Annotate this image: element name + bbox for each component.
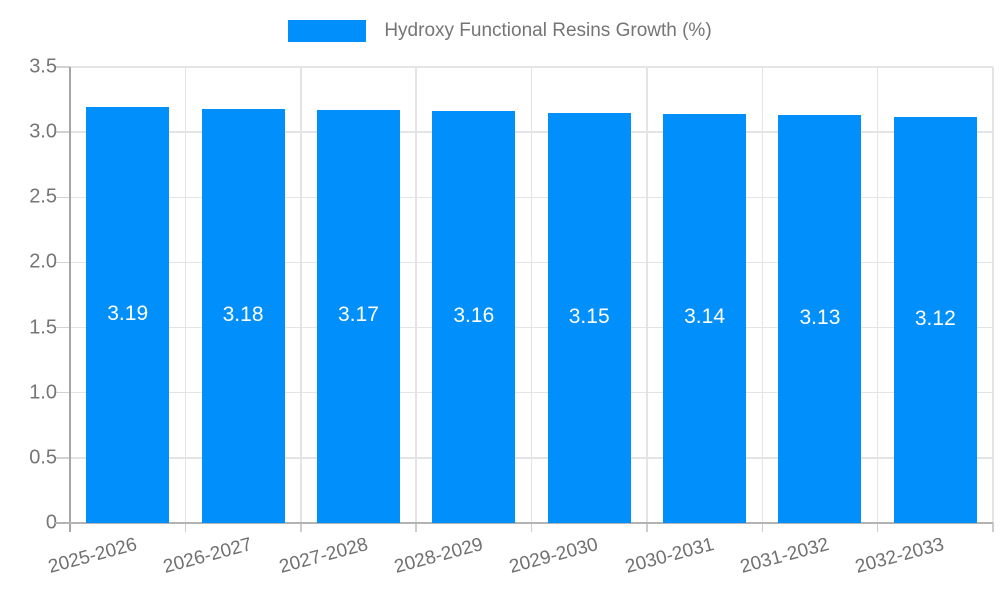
y-axis-tick-label: 0.5 bbox=[29, 446, 57, 469]
x-axis-tick-label: 2026-2027 bbox=[161, 534, 255, 578]
y-axis-tick-label: 3.0 bbox=[29, 120, 57, 143]
y-axis-tick bbox=[55, 196, 70, 199]
x-axis-tick bbox=[761, 523, 763, 532]
bar[interactable] bbox=[663, 113, 747, 523]
bar[interactable] bbox=[778, 115, 862, 523]
y-axis-tick bbox=[55, 261, 70, 264]
x-axis-tick bbox=[415, 523, 417, 532]
y-axis-tick bbox=[55, 131, 70, 133]
x-gridline bbox=[876, 67, 879, 523]
x-gridline bbox=[992, 67, 994, 523]
bar[interactable] bbox=[893, 116, 977, 523]
x-axis-tick bbox=[876, 523, 879, 532]
legend-swatch bbox=[288, 20, 367, 42]
y-axis-tick bbox=[55, 391, 70, 394]
x-axis-line bbox=[55, 522, 993, 524]
x-axis-tick-label: 2030-2031 bbox=[622, 534, 716, 578]
y-axis-tick-label: 2.0 bbox=[29, 250, 57, 273]
x-axis-tick-label: 2031-2032 bbox=[738, 534, 832, 578]
x-axis-tick bbox=[992, 523, 994, 532]
bar[interactable] bbox=[432, 111, 516, 523]
y-axis-tick bbox=[55, 457, 70, 459]
bar[interactable] bbox=[86, 107, 170, 523]
y-axis-tick-label: 3.5 bbox=[29, 55, 57, 78]
x-gridline bbox=[184, 67, 187, 523]
y-axis-tick-label: 2.5 bbox=[29, 185, 57, 208]
x-axis-tick-label: 2025-2026 bbox=[45, 534, 140, 578]
x-axis-tick bbox=[300, 523, 302, 532]
bar[interactable] bbox=[316, 109, 400, 523]
bar[interactable] bbox=[547, 112, 631, 523]
x-axis-tick-label: 2032-2033 bbox=[853, 534, 947, 578]
legend-item[interactable]: Hydroxy Functional Resins Growth (%) bbox=[0, 20, 1000, 42]
x-axis-tick-label: 2028-2029 bbox=[392, 534, 486, 578]
x-gridline bbox=[415, 67, 417, 523]
y-axis-line bbox=[69, 67, 71, 523]
bar[interactable] bbox=[201, 108, 285, 523]
y-axis-tick-label: 1.0 bbox=[29, 381, 57, 404]
x-gridline bbox=[530, 67, 533, 523]
x-axis-tick bbox=[646, 523, 648, 532]
y-axis-tick bbox=[55, 66, 70, 68]
x-gridline bbox=[761, 67, 763, 523]
x-axis-tick bbox=[69, 523, 71, 532]
y-axis-tick-label: 1.5 bbox=[29, 316, 57, 339]
y-axis-tick-label: 0 bbox=[45, 511, 57, 534]
x-axis-tick-label: 2029-2030 bbox=[507, 534, 601, 578]
x-axis-tick-label: 2027-2028 bbox=[276, 534, 370, 578]
x-axis-tick bbox=[530, 523, 533, 532]
x-gridline bbox=[300, 67, 302, 523]
x-axis-tick bbox=[184, 523, 187, 532]
legend-label: Hydroxy Functional Resins Growth (%) bbox=[384, 20, 712, 41]
y-axis-tick bbox=[55, 326, 70, 329]
x-gridline bbox=[646, 67, 648, 523]
